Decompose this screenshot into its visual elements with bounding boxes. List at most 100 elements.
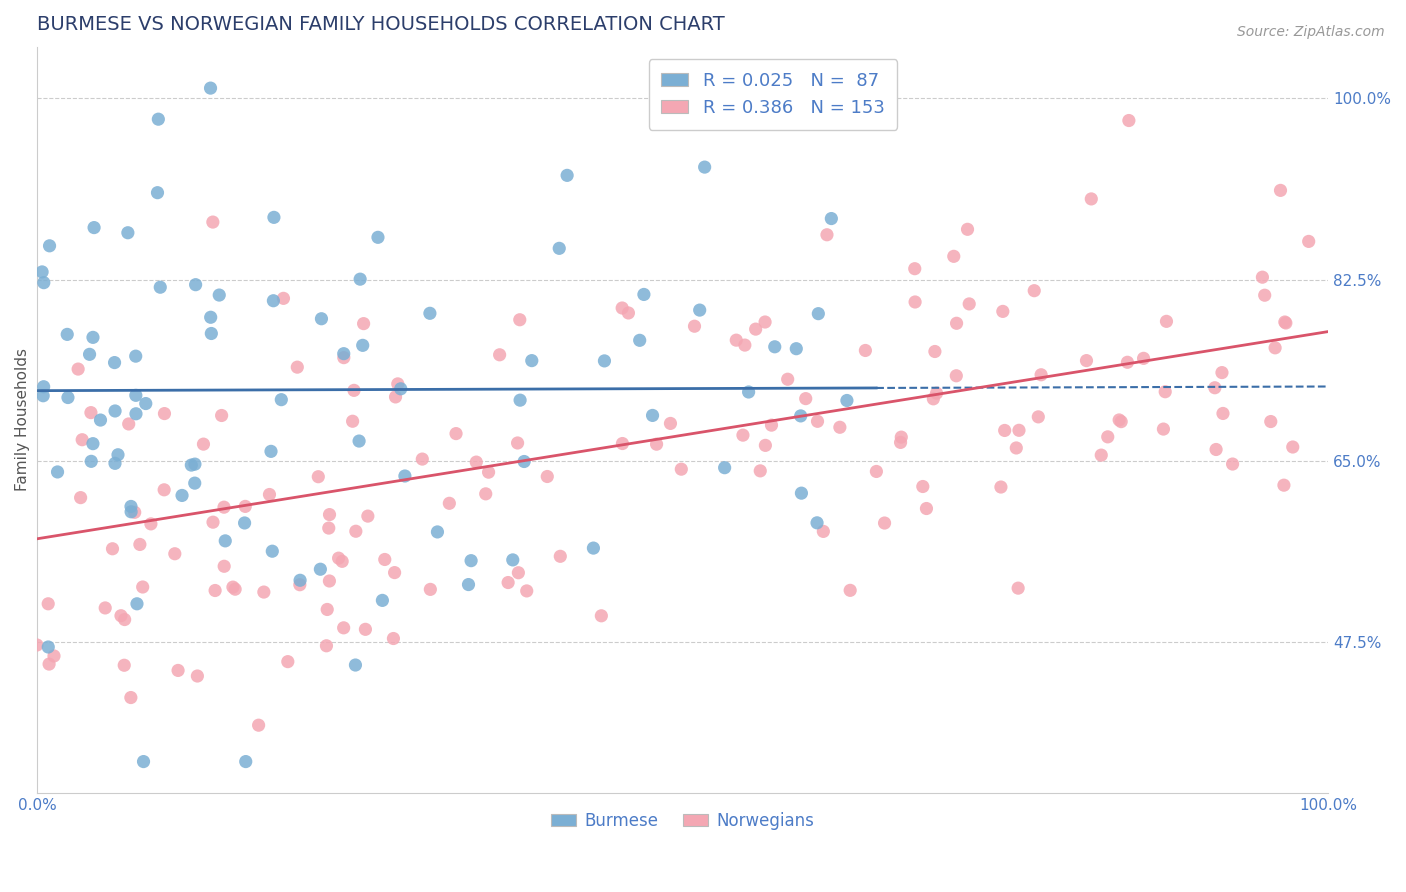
- Point: [945, 316, 967, 330]
- Point: [120, 505, 142, 519]
- Point: [1274, 315, 1296, 329]
- Point: [128, 537, 150, 551]
- Point: [307, 469, 329, 483]
- Point: [1204, 381, 1226, 395]
- Point: [506, 436, 529, 450]
- Point: [94, 601, 117, 615]
- Point: [124, 505, 146, 519]
- Point: [555, 169, 578, 183]
- Point: [1281, 440, 1303, 454]
- Point: [1275, 316, 1298, 330]
- Point: [582, 541, 605, 555]
- Point: [754, 438, 776, 452]
- Point: [922, 392, 945, 406]
- Point: [789, 409, 811, 423]
- Point: [67, 362, 90, 376]
- Y-axis label: Family Households: Family Households: [15, 348, 30, 491]
- Point: [125, 388, 148, 402]
- Point: [253, 585, 276, 599]
- Point: [193, 437, 215, 451]
- Point: [212, 559, 235, 574]
- Point: [114, 613, 136, 627]
- Point: [633, 287, 655, 301]
- Point: [352, 338, 374, 352]
- Point: [536, 469, 558, 483]
- Point: [509, 312, 531, 326]
- Point: [262, 293, 284, 308]
- Point: [37, 597, 59, 611]
- Point: [332, 621, 354, 635]
- Point: [612, 301, 634, 315]
- Point: [387, 376, 409, 391]
- Point: [744, 322, 766, 336]
- Point: [419, 582, 441, 597]
- Point: [1132, 351, 1154, 366]
- Point: [911, 479, 934, 493]
- Point: [184, 277, 207, 292]
- Point: [273, 291, 295, 305]
- Point: [318, 574, 340, 588]
- Point: [315, 639, 337, 653]
- Point: [1024, 284, 1046, 298]
- Point: [233, 500, 256, 514]
- Point: [184, 457, 207, 471]
- Point: [328, 551, 350, 566]
- Text: Source: ZipAtlas.com: Source: ZipAtlas.com: [1237, 25, 1385, 39]
- Point: [815, 227, 838, 242]
- Point: [371, 593, 394, 607]
- Point: [56, 391, 79, 405]
- Point: [146, 186, 169, 200]
- Point: [107, 448, 129, 462]
- Point: [465, 455, 488, 469]
- Point: [135, 396, 157, 410]
- Point: [32, 276, 55, 290]
- Point: [318, 521, 340, 535]
- Point: [344, 658, 367, 673]
- Point: [785, 342, 807, 356]
- Point: [477, 465, 499, 479]
- Point: [820, 211, 842, 226]
- Point: [384, 390, 406, 404]
- Point: [211, 409, 233, 423]
- Point: [1264, 341, 1286, 355]
- Point: [82, 436, 104, 450]
- Point: [737, 384, 759, 399]
- Point: [344, 524, 367, 539]
- Point: [548, 549, 571, 564]
- Point: [1222, 457, 1244, 471]
- Point: [794, 392, 817, 406]
- Point: [384, 566, 406, 580]
- Point: [38, 239, 60, 253]
- Point: [853, 343, 876, 358]
- Point: [593, 354, 616, 368]
- Point: [354, 623, 377, 637]
- Point: [496, 575, 519, 590]
- Point: [683, 319, 706, 334]
- Point: [444, 426, 467, 441]
- Point: [394, 469, 416, 483]
- Point: [731, 428, 754, 442]
- Point: [835, 393, 858, 408]
- Point: [508, 566, 530, 580]
- Point: [1080, 192, 1102, 206]
- Point: [915, 501, 938, 516]
- Point: [288, 574, 311, 588]
- Point: [25, 638, 48, 652]
- Point: [426, 524, 449, 539]
- Point: [645, 437, 668, 451]
- Point: [776, 372, 799, 386]
- Point: [347, 434, 370, 448]
- Point: [277, 655, 299, 669]
- Point: [233, 516, 256, 530]
- Point: [945, 368, 967, 383]
- Point: [214, 533, 236, 548]
- Point: [1205, 442, 1227, 457]
- Point: [247, 718, 270, 732]
- Point: [806, 414, 828, 428]
- Point: [367, 230, 389, 244]
- Point: [288, 578, 311, 592]
- Point: [184, 476, 207, 491]
- Point: [734, 338, 756, 352]
- Point: [1212, 407, 1234, 421]
- Point: [82, 330, 104, 344]
